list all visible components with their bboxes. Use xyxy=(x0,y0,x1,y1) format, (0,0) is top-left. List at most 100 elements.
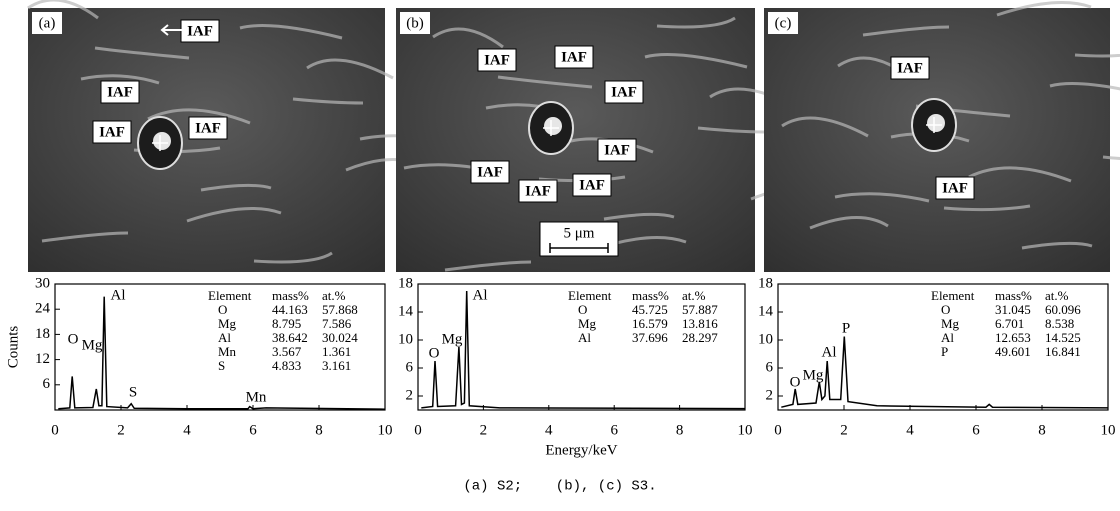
table-cell: Mg xyxy=(218,316,237,331)
y-tick-label: 14 xyxy=(758,303,774,319)
table-cell: 28.297 xyxy=(682,330,718,345)
x-tick-label: 8 xyxy=(1038,422,1046,438)
iaf-label: IAF xyxy=(477,164,503,180)
peak-label: Al xyxy=(822,344,837,360)
y-tick-label: 6 xyxy=(766,359,774,375)
peak-label: Al xyxy=(111,287,126,303)
iaf-label: IAF xyxy=(107,84,133,100)
x-tick-label: 2 xyxy=(117,422,125,438)
x-tick-label: 6 xyxy=(972,422,980,438)
table-cell: 4.833 xyxy=(272,358,301,373)
table-header: mass% xyxy=(632,288,669,303)
x-tick-label: 6 xyxy=(610,422,618,438)
caption: (a) S2; (b), (c) S3. xyxy=(463,479,656,495)
y-tick-label: 10 xyxy=(758,331,773,347)
y-tick-label: 24 xyxy=(35,301,51,317)
y-tick-label: 6 xyxy=(43,376,51,392)
table-header: at.% xyxy=(1045,288,1069,303)
y-tick-label: 2 xyxy=(766,387,774,403)
table-cell: 57.868 xyxy=(322,302,358,317)
table-header: Element xyxy=(931,288,975,303)
table-cell: 3.567 xyxy=(272,344,302,359)
y-tick-label: 30 xyxy=(35,275,50,291)
x-tick-label: 10 xyxy=(738,422,753,438)
x-tick-label: 0 xyxy=(414,422,422,438)
table-cell: O xyxy=(218,302,227,317)
peak-label: O xyxy=(68,331,79,347)
table-cell: 3.161 xyxy=(322,358,351,373)
peak-label: O xyxy=(790,374,801,390)
iaf-label: IAF xyxy=(897,60,923,76)
y-axis-label: Counts xyxy=(5,326,21,369)
table-cell: 6.701 xyxy=(995,316,1024,331)
x-tick-label: 4 xyxy=(183,422,191,438)
iaf-label: IAF xyxy=(611,84,637,100)
peak-label: Mg xyxy=(803,367,824,383)
y-tick-label: 12 xyxy=(35,351,50,367)
particle xyxy=(544,117,562,135)
particle xyxy=(927,114,945,132)
table-cell: 38.642 xyxy=(272,330,308,345)
table-cell: 37.696 xyxy=(632,330,668,345)
table-cell: 8.795 xyxy=(272,316,301,331)
x-tick-label: 10 xyxy=(1101,422,1116,438)
table-cell: P xyxy=(941,344,948,359)
x-tick-label: 2 xyxy=(840,422,848,438)
iaf-label: IAF xyxy=(187,23,213,39)
panel-tag: (b) xyxy=(406,15,424,31)
iaf-label: IAF xyxy=(525,183,551,199)
table-header: mass% xyxy=(272,288,309,303)
table-cell: O xyxy=(578,302,587,317)
table-header: at.% xyxy=(322,288,346,303)
table-cell: O xyxy=(941,302,950,317)
x-tick-label: 8 xyxy=(676,422,684,438)
table-cell: 7.586 xyxy=(322,316,352,331)
table-cell: Mn xyxy=(218,344,237,359)
peak-label: Mg xyxy=(442,331,463,347)
peak-label: S xyxy=(129,384,137,400)
table-header: mass% xyxy=(995,288,1032,303)
y-tick-label: 2 xyxy=(406,387,414,403)
y-tick-label: 10 xyxy=(398,331,413,347)
peak-label: Al xyxy=(473,287,488,303)
table-cell: 49.601 xyxy=(995,344,1031,359)
table-cell: 14.525 xyxy=(1045,330,1081,345)
table-cell: 31.045 xyxy=(995,302,1031,317)
table-cell: 1.361 xyxy=(322,344,351,359)
table-cell: Al xyxy=(941,330,954,345)
table-cell: Mg xyxy=(941,316,960,331)
table-cell: S xyxy=(218,358,225,373)
x-tick-label: 0 xyxy=(51,422,59,438)
table-cell: 13.816 xyxy=(682,316,718,331)
table-header: at.% xyxy=(682,288,706,303)
figure: (a)IAFIAFIAFIAF(b)IAFIAFIAFIAFIAFIAFIAF5… xyxy=(0,0,1120,511)
table-cell: 45.725 xyxy=(632,302,668,317)
scale-label: 5 μm xyxy=(564,225,595,241)
table-cell: 16.841 xyxy=(1045,344,1081,359)
x-tick-label: 4 xyxy=(545,422,553,438)
particle xyxy=(153,132,171,150)
x-tick-label: 6 xyxy=(249,422,257,438)
y-tick-label: 18 xyxy=(758,275,773,291)
y-tick-label: 6 xyxy=(406,359,414,375)
x-tick-label: 0 xyxy=(774,422,782,438)
panel-tag: (c) xyxy=(775,15,792,31)
table-cell: Al xyxy=(578,330,591,345)
x-tick-label: 4 xyxy=(906,422,914,438)
table-cell: 57.887 xyxy=(682,302,718,317)
table-cell: Mg xyxy=(578,316,597,331)
iaf-label: IAF xyxy=(579,177,605,193)
table-cell: 44.163 xyxy=(272,302,308,317)
table-cell: 60.096 xyxy=(1045,302,1081,317)
iaf-label: IAF xyxy=(561,49,587,65)
peak-label: P xyxy=(842,320,850,336)
iaf-label: IAF xyxy=(195,120,221,136)
table-cell: Al xyxy=(218,330,231,345)
table-header: Element xyxy=(568,288,612,303)
peak-label: O xyxy=(429,345,440,361)
x-tick-label: 8 xyxy=(315,422,323,438)
x-axis-label: Energy/keV xyxy=(545,442,617,458)
iaf-label: IAF xyxy=(99,124,125,140)
